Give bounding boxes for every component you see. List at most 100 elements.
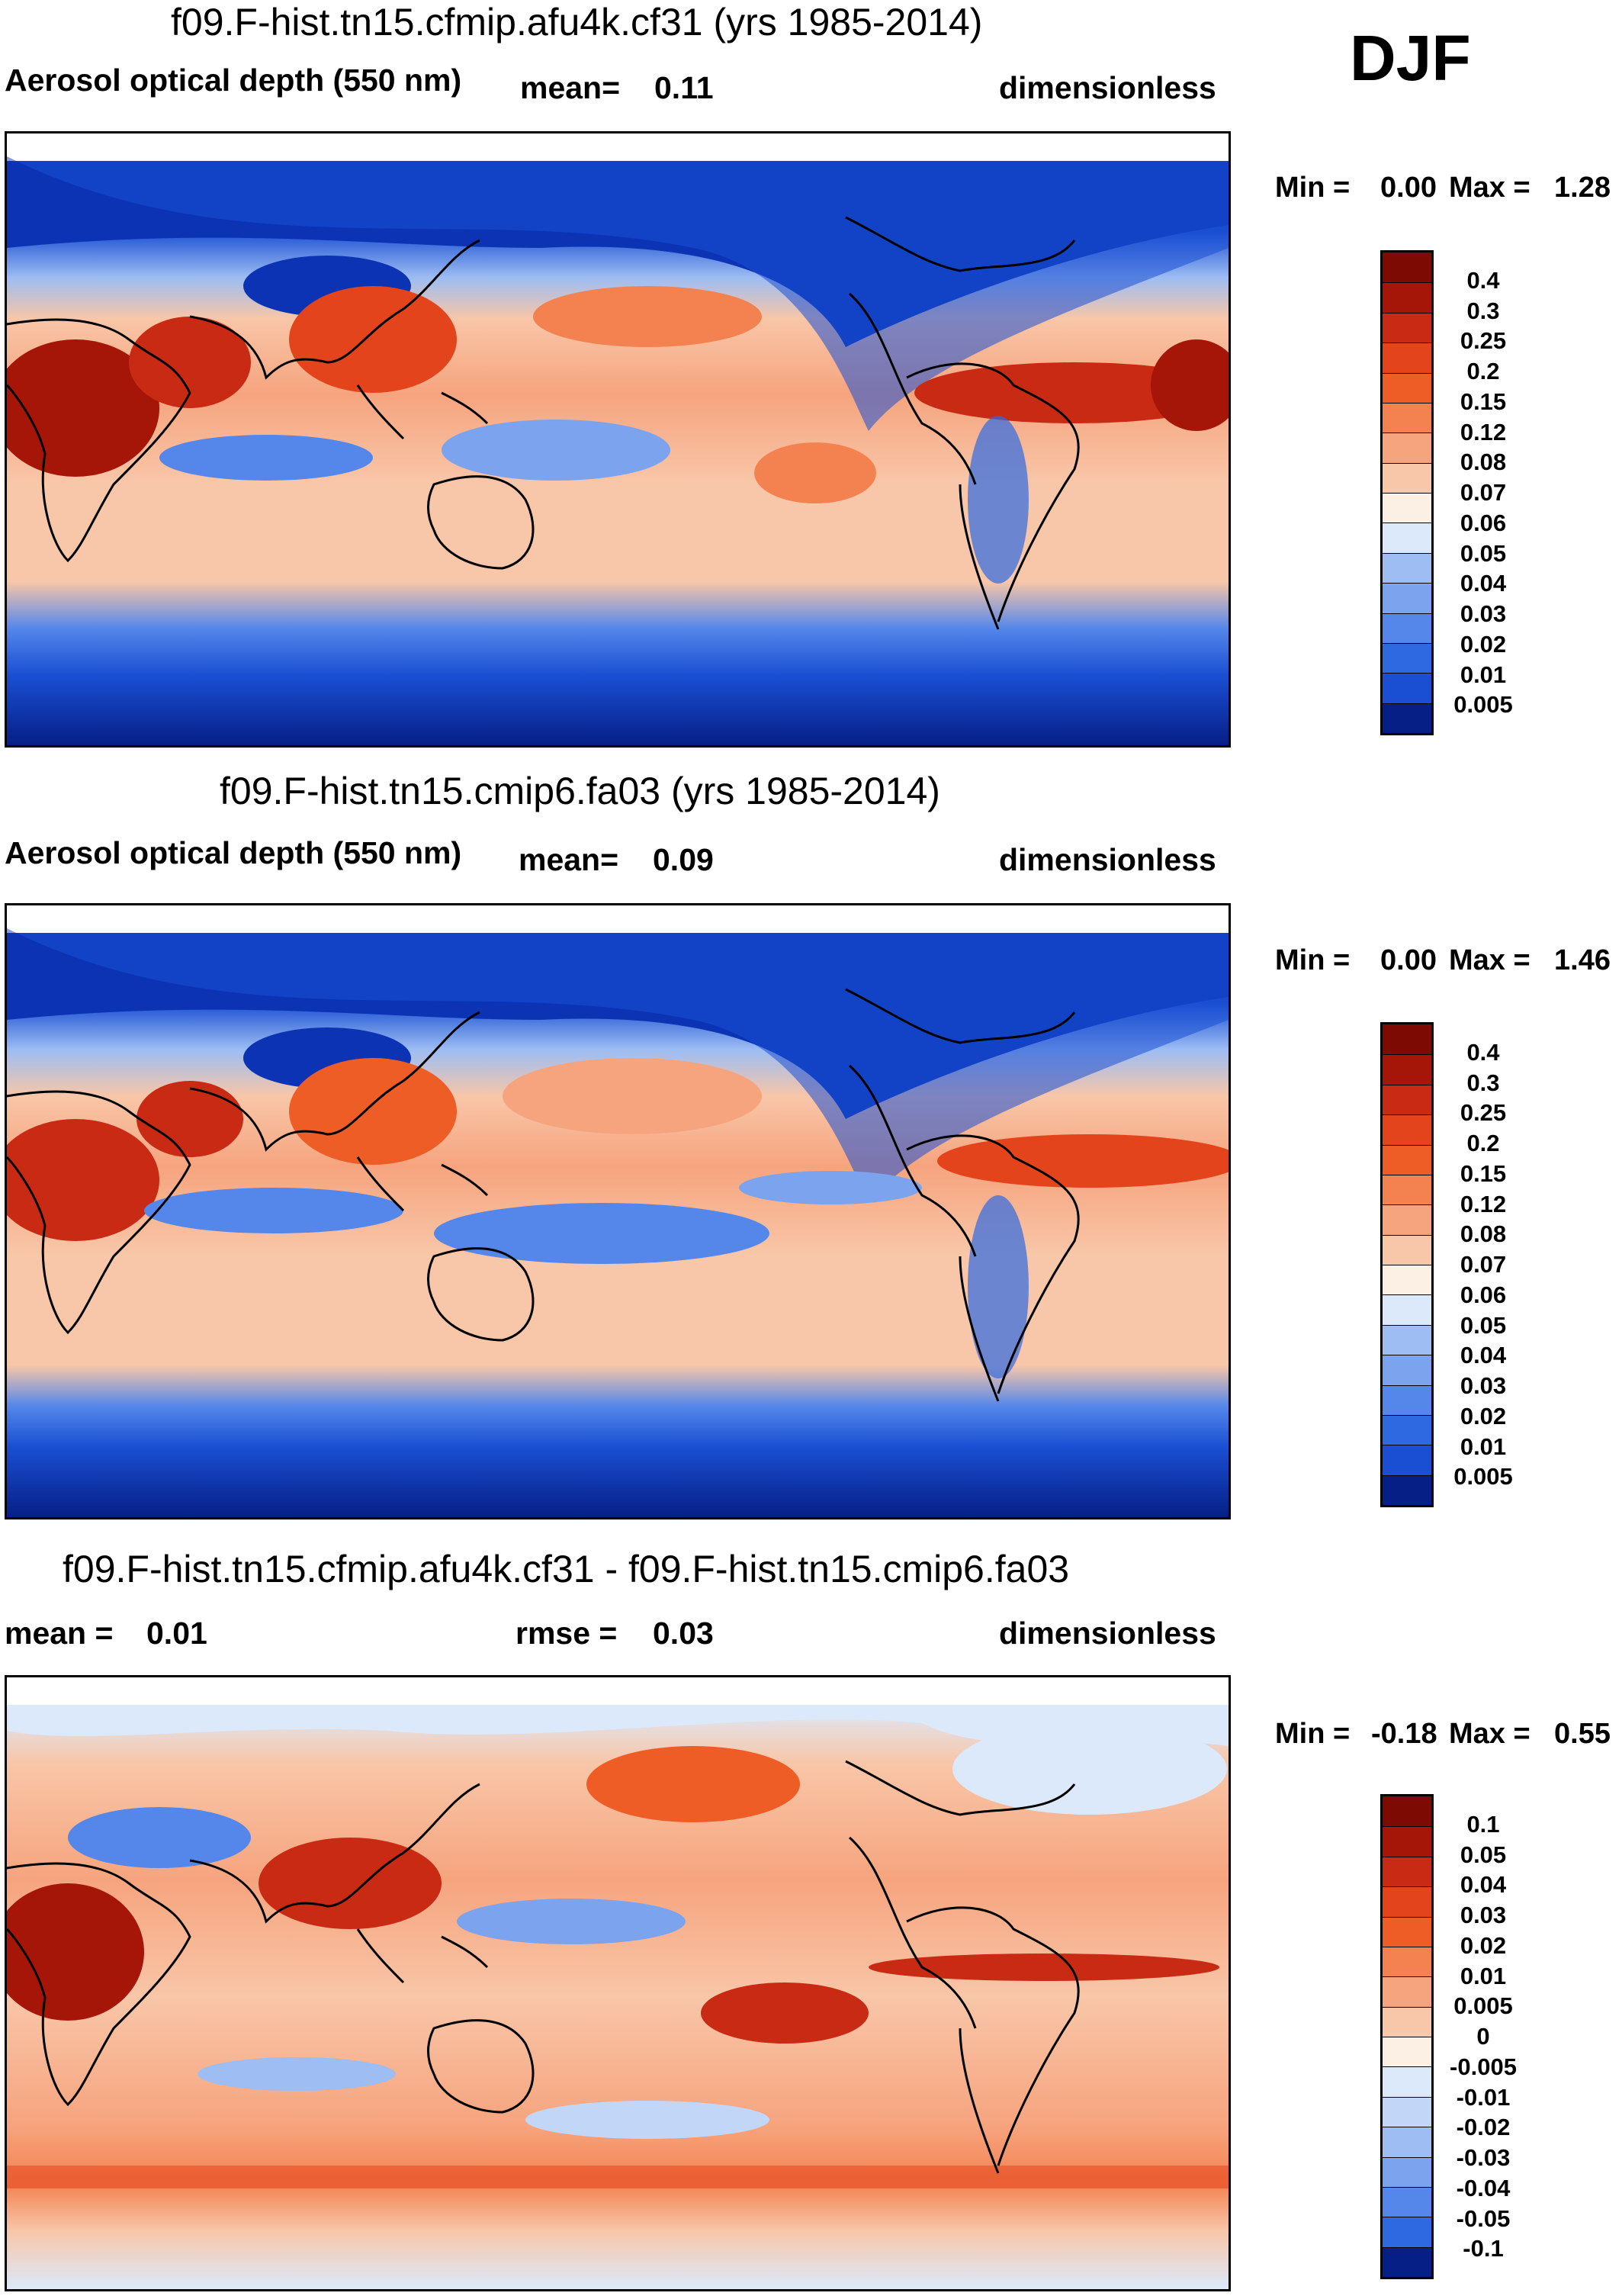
panel-1-colorbar-label: 0.005 [1453,691,1513,719]
panel-3-min-label: Min = [1275,1718,1351,1750]
panel-3-north-pacific-high [586,1746,800,1822]
panel-3-colorbar-swatch [1383,2066,1431,2097]
panel-2-colorbar-swatch [1383,1234,1431,1265]
panel-1-south-pacific-high [754,442,876,503]
panel-1-mean-value: 0.11 [654,70,714,105]
panel-2-northern-band [7,928,1229,1203]
panel-3-arctic-band [7,1705,1229,1746]
panel-1-colorbar-label: 0.05 [1460,539,1507,567]
panel-1-colorbar-swatch [1383,673,1431,703]
panel-2-colorbar-label: 0.005 [1453,1463,1513,1490]
panel-3-north-america-low [952,1723,1227,1815]
panel-2-max-value: 1.46 [1554,944,1611,976]
panel-3-colorbar-swatch [1383,1796,1431,1827]
panel-2-south-america-west-coast [959,1256,1000,1402]
panel-3-colorbar-label: 0.005 [1453,1992,1513,2020]
panel-3-colorbar-label: -0.05 [1456,2204,1511,2232]
panel-1-mean-label: mean= [520,70,621,105]
panel-2-colorbar-label: 0.15 [1460,1159,1507,1187]
panel-1-variable: Aerosol optical depth (550 nm) [5,63,462,98]
panel-1-min-label: Min = [1275,172,1351,204]
panel-2-asia-high [289,1058,457,1165]
panel-2-mean-label: mean= [519,842,619,877]
panel-1-colorbar-swatch [1383,312,1431,343]
panel-2-colorbar-swatch [1383,1174,1431,1205]
panel-2-africa-coast [7,1090,191,1335]
panel-3-coastlines [7,1760,1080,2174]
panel-2-colorbar-label: 0.01 [1460,1433,1507,1460]
panel-1-max-label: Max = [1449,172,1530,204]
panel-2-max-label: Max = [1449,944,1530,976]
panel-1-colorbar-swatch [1383,552,1431,584]
panel-3-colorbar-swatch [1383,2037,1431,2067]
panel-2-title: f09.F-hist.tn15.cmip6.fa03 (yrs 1985-201… [220,770,940,812]
panel-3-colorbar-swatch [1383,2246,1431,2277]
panel-1-colorbar-swatch [1383,523,1431,553]
panel-2-colorbar-label: 0.05 [1460,1311,1507,1339]
panel-1-north-america-coast [845,216,1076,272]
panel-1-colorbar-swatch [1383,282,1431,313]
panel-1-map [5,131,1231,748]
panel-3-asia-high [259,1838,442,1929]
panel-1-colorbar-label: 0.15 [1460,387,1507,415]
panel-1-colorbar-swatch [1383,402,1431,433]
panel-2-colorbar-label: 0.12 [1460,1190,1507,1217]
panel-3-colorbar-swatch [1383,1826,1431,1857]
panel-1-colorbar-swatch [1383,613,1431,643]
panel-1-colorbar-swatch [1383,642,1431,674]
panel-3-colorbar-swatch [1383,1916,1431,1947]
panel-2-sahara-high [7,1119,159,1241]
panel-3-mean-value: 0.01 [146,1616,207,1651]
panel-1-colorbar-label: 0.02 [1460,630,1507,658]
panel-2-colorbar-label: 0.07 [1460,1251,1507,1278]
panel-2-asia-coast [189,1011,480,1152]
panel-1-colorbar-swatch [1383,372,1431,403]
panel-3-rmse-value: 0.03 [653,1616,714,1651]
panel-3-colorbar-label: 0.03 [1460,1902,1507,1928]
panel-3-colorbar-label: 0.04 [1460,1871,1507,1899]
panel-2-mean-value: 0.09 [653,842,714,877]
panel-2-map-svg [7,928,1229,1517]
panel-1-colorbar-label: 0.2 [1466,358,1500,384]
panel-1-andes-low [968,416,1029,584]
panel-1-colorbar-label: 0.07 [1460,479,1507,506]
panel-2-min-label: Min = [1275,944,1351,976]
panel-1-colorbar-label: 0.25 [1460,327,1507,355]
panel-2-pacific-high [503,1058,762,1134]
panel-2-colorbar-label: 0.25 [1460,1099,1507,1127]
panel-2-andes-low [968,1195,1029,1378]
panel-3-colorbar-swatch [1383,2217,1431,2247]
panel-3-islands [356,1928,489,1984]
panel-1-map-svg [7,156,1229,745]
panel-2-colorbar-label: 0.4 [1466,1038,1500,1066]
season-label: DJF [1350,22,1471,94]
panel-1-sahara-high [7,339,159,477]
panel-3-colorbar-label: 0.02 [1460,1931,1507,1959]
panel-1-min-value: 0.00 [1380,172,1437,204]
panel-3-units: dimensionless [999,1616,1216,1651]
panel-1-warm-pool-low [442,420,670,481]
panel-2-min-value: 0.00 [1380,944,1437,976]
panel-3-north-america-coast [845,1760,1076,1816]
panel-2-colorbar-label: 0.08 [1460,1220,1507,1248]
panel-3-australia-coast [427,2019,535,2114]
panel-2-colorbar-swatch [1383,1054,1431,1085]
panel-3-southern-band [7,2166,1229,2188]
panel-3-colorbar-label: 0.05 [1460,1841,1507,1868]
panel-3-colorbar-swatch [1383,2096,1431,2127]
panel-1-arabia-high [129,317,251,408]
panel-1-west-africa-high [1151,339,1229,431]
panel-3-atlantic-band [869,1954,1219,1981]
panel-1-indian-ocean-low [159,435,373,481]
panel-3-max-value: 0.55 [1554,1718,1611,1750]
panel-2-colorbar-swatch [1383,1355,1431,1385]
panel-2-colorbar-swatch [1383,1445,1431,1475]
panel-1-colorbar-swatch [1383,462,1431,493]
panel-1-islands [356,384,489,440]
panel-1-colorbar-swatch [1383,583,1431,613]
panel-2-north-america-coast [845,988,1076,1044]
panel-3-colorbar-label: -0.04 [1456,2174,1511,2201]
panel-2-islands [356,1156,489,1212]
panel-1-colorbar-swatch [1383,433,1431,463]
panel-3-south-america-coast [906,1906,1080,2166]
